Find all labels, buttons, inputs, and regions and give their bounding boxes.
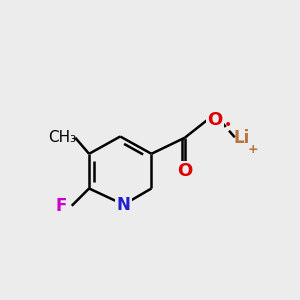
Text: CH₃: CH₃	[48, 130, 76, 145]
Text: F: F	[56, 197, 67, 215]
Text: •: •	[224, 118, 232, 132]
Text: Li: Li	[233, 129, 250, 147]
Text: O: O	[207, 111, 223, 129]
Text: O: O	[177, 162, 193, 180]
Text: +: +	[248, 143, 258, 156]
Text: N: N	[117, 196, 131, 214]
